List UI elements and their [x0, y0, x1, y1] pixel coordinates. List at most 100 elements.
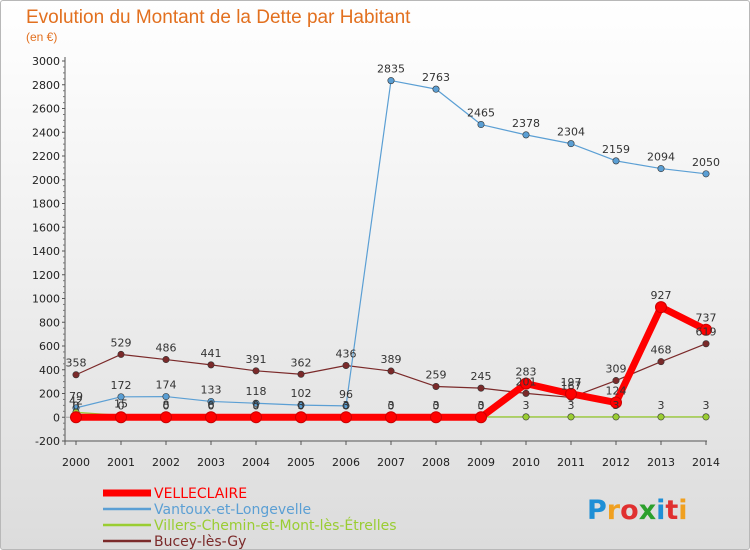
data-label-0-2003: 0 — [208, 399, 215, 412]
data-label-0-2013: 927 — [651, 289, 672, 302]
x-tick-label-2002: 2002 — [152, 456, 180, 469]
x-tick-label-2013: 2013 — [647, 456, 675, 469]
series-1 — [72, 77, 710, 412]
logo-letter: r — [607, 495, 621, 526]
data-label-1-2012: 2159 — [602, 143, 630, 156]
data-label-0-2006: 0 — [343, 399, 350, 412]
point-0-2007 — [385, 411, 397, 424]
point-3-2008 — [432, 382, 440, 390]
point-0-2002 — [160, 411, 172, 424]
y-tick-label-200: 200 — [39, 388, 60, 401]
y-tick-label--200: -200 — [35, 435, 60, 448]
point-2-2013 — [657, 413, 665, 421]
y-tick-label-1800: 1800 — [32, 198, 60, 211]
point-3-2001 — [117, 350, 125, 358]
point-3-2014 — [702, 340, 710, 348]
data-label-3-2007: 389 — [381, 353, 402, 366]
data-label-1-2001: 172 — [111, 379, 132, 392]
proxiti-logo: Proxiti — [587, 495, 688, 526]
data-label-3-2000: 358 — [66, 357, 87, 370]
data-label-2-2011: 3 — [568, 399, 575, 412]
point-0-2006 — [340, 411, 352, 424]
point-0-2014 — [700, 323, 712, 336]
point-1-2006 — [342, 402, 350, 410]
point-3-2013 — [657, 358, 665, 366]
data-label-2-2003: 6 — [208, 399, 215, 412]
legend-label-0: VELLECLAIRE — [154, 486, 247, 502]
data-label-2-2000: 42 — [69, 394, 83, 407]
data-label-3-2010: 201 — [516, 375, 537, 388]
point-2-2014 — [702, 413, 710, 421]
x-tick-label-2004: 2004 — [242, 456, 270, 469]
logo-letter: x — [639, 495, 656, 526]
data-label-0-2000: 0 — [73, 399, 80, 412]
point-3-2004 — [252, 367, 260, 375]
point-1-2003 — [207, 397, 215, 405]
point-1-2009 — [477, 121, 485, 129]
data-label-1-2000: 79 — [69, 390, 83, 403]
x-tick-label-2008: 2008 — [422, 456, 450, 469]
point-1-2013 — [657, 165, 665, 173]
point-3-2005 — [297, 370, 305, 378]
point-2-2012 — [612, 413, 620, 421]
data-label-0-2004: 0 — [253, 399, 260, 412]
data-label-0-2002: 0 — [163, 399, 170, 412]
data-label-2-2012: 3 — [613, 399, 620, 412]
legend-label-3: Bucey-lès-Gy — [154, 534, 246, 549]
chart-unit: (en €) — [26, 30, 57, 44]
data-label-0-2007: 0 — [388, 399, 395, 412]
data-label-3-2011: 167 — [561, 379, 582, 392]
y-tick-label-1600: 1600 — [32, 221, 60, 234]
data-label-0-2012: 124 — [606, 385, 627, 398]
data-label-3-2004: 391 — [246, 353, 267, 366]
x-tick-label-2001: 2001 — [107, 456, 135, 469]
series-0 — [70, 301, 712, 424]
data-label-3-2013: 468 — [651, 344, 672, 357]
y-tick-label-2200: 2200 — [32, 150, 60, 163]
data-label-2-2007: 3 — [388, 399, 395, 412]
point-0-2010 — [520, 377, 532, 390]
data-label-1-2011: 2304 — [557, 126, 585, 139]
logo-letter: i — [678, 495, 687, 526]
x-tick-label-2011: 2011 — [557, 456, 585, 469]
y-tick-label-2000: 2000 — [32, 174, 60, 187]
point-0-2001 — [115, 411, 127, 424]
data-label-2-2009: 3 — [478, 399, 485, 412]
x-tick-label-2014: 2014 — [692, 456, 720, 469]
data-label-1-2006: 96 — [339, 388, 353, 401]
point-3-2002 — [162, 356, 170, 364]
data-label-3-2008: 259 — [426, 368, 447, 381]
data-label-0-2001: 0 — [118, 399, 125, 412]
logo-letter: o — [620, 495, 639, 526]
point-3-2009 — [477, 384, 485, 392]
data-label-2-2006: 3 — [343, 399, 350, 412]
data-label-0-2005: 0 — [298, 399, 305, 412]
y-tick-label-1000: 1000 — [32, 293, 60, 306]
logo-letter: t — [665, 495, 678, 526]
point-3-2007 — [387, 367, 395, 375]
x-tick-label-2007: 2007 — [377, 456, 405, 469]
point-0-2012 — [610, 396, 622, 409]
y-tick-label-2400: 2400 — [32, 126, 60, 139]
chart-title: Evolution du Montant de la Dette par Hab… — [26, 7, 411, 28]
logo-letter: P — [587, 495, 607, 526]
x-tick-label-2012: 2012 — [602, 456, 630, 469]
data-label-0-2011: 197 — [561, 376, 582, 389]
data-label-2-2005: 3 — [298, 399, 305, 412]
y-tick-label-3000: 3000 — [32, 55, 60, 68]
point-0-2013 — [655, 301, 667, 314]
data-label-2-2008: 3 — [433, 399, 440, 412]
y-tick-label-400: 400 — [39, 364, 60, 377]
data-label-3-2001: 529 — [111, 336, 132, 349]
point-0-2004 — [250, 411, 262, 424]
point-0-2000 — [70, 411, 82, 424]
data-label-2-2001: 15 — [114, 397, 128, 410]
y-tick-label-2800: 2800 — [32, 79, 60, 92]
data-label-1-2005: 102 — [291, 387, 312, 400]
data-label-1-2003: 133 — [201, 383, 222, 396]
point-3-2000 — [72, 371, 80, 379]
point-1-2012 — [612, 157, 620, 165]
legend-label-2: Villers-Chemin-et-Mont-lès-Étrelles — [154, 517, 397, 534]
point-1-2011 — [567, 140, 575, 148]
y-tick-label-1200: 1200 — [32, 269, 60, 282]
